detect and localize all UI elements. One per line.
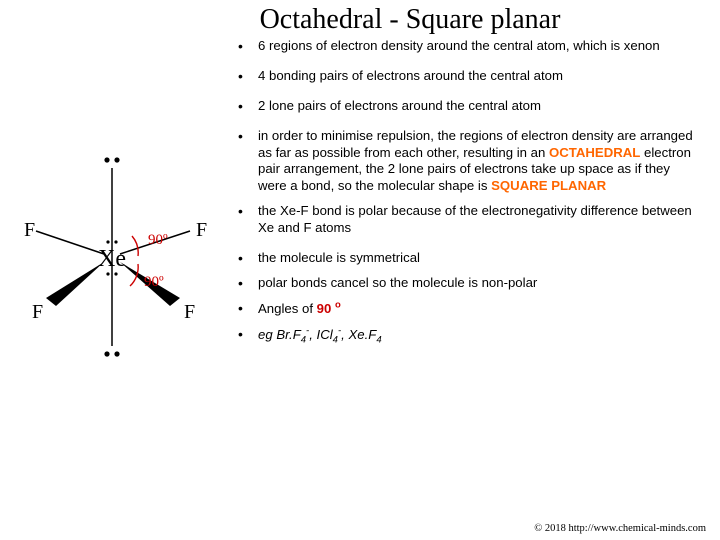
page-title: Octahedral - Square planar (0, 0, 720, 36)
bullet-item: 4 bonding pairs of electrons around the … (230, 68, 702, 85)
bullet-item: 2 lone pairs of electrons around the cen… (230, 98, 702, 115)
bullet-item: 6 regions of electron density around the… (230, 38, 702, 55)
bullet-text: 4 bonding pairs of electrons around the … (258, 68, 563, 83)
bullet-item: the Xe-F bond is polar because of the el… (230, 203, 702, 237)
bullet-text: 6 regions of electron density around the… (258, 38, 660, 53)
bullet-item: Angles of 90 o (230, 300, 702, 318)
bullet-text: 2 lone pairs of electrons around the cen… (258, 98, 541, 113)
bullet-text: Angles of 90 o (258, 301, 341, 316)
bullet-item: eg Br.F4-, ICl4-, Xe.F4 (230, 326, 702, 347)
molecule-svg: Xe F F F F 90º 90º (4, 146, 214, 366)
f-label-ll: F (32, 301, 43, 323)
bullet-list-column: 6 regions of electron density around the… (230, 36, 720, 366)
angle-label-bottom: 90º (144, 274, 164, 290)
bullet-text: the Xe-F bond is polar because of the el… (258, 203, 692, 235)
copyright-text: © 2018 http://www.chemical-minds.com (534, 523, 706, 534)
center-atom-label: Xe (98, 246, 126, 272)
f-label-lr: F (184, 301, 195, 323)
f-label-ul: F (24, 219, 35, 241)
bullet-item: in order to minimise repulsion, the regi… (230, 128, 702, 196)
diagram-column: Xe F F F F 90º 90º (0, 36, 230, 366)
bullet-list: 6 regions of electron density around the… (230, 38, 702, 347)
bullet-text: the molecule is symmetrical (258, 250, 420, 265)
bullet-text: eg Br.F4-, ICl4-, Xe.F4 (258, 327, 382, 342)
bullet-item: the molecule is symmetrical (230, 250, 702, 267)
content-row: Xe F F F F 90º 90º 6 regions of electron (0, 36, 720, 366)
angle-label-top: 90º (148, 232, 168, 248)
bullet-text: polar bonds cancel so the molecule is no… (258, 275, 537, 290)
bullet-item: polar bonds cancel so the molecule is no… (230, 275, 702, 292)
f-label-ur: F (196, 219, 207, 241)
bullet-text: in order to minimise repulsion, the regi… (258, 128, 693, 194)
xef4-diagram: Xe F F F F 90º 90º (4, 146, 214, 366)
